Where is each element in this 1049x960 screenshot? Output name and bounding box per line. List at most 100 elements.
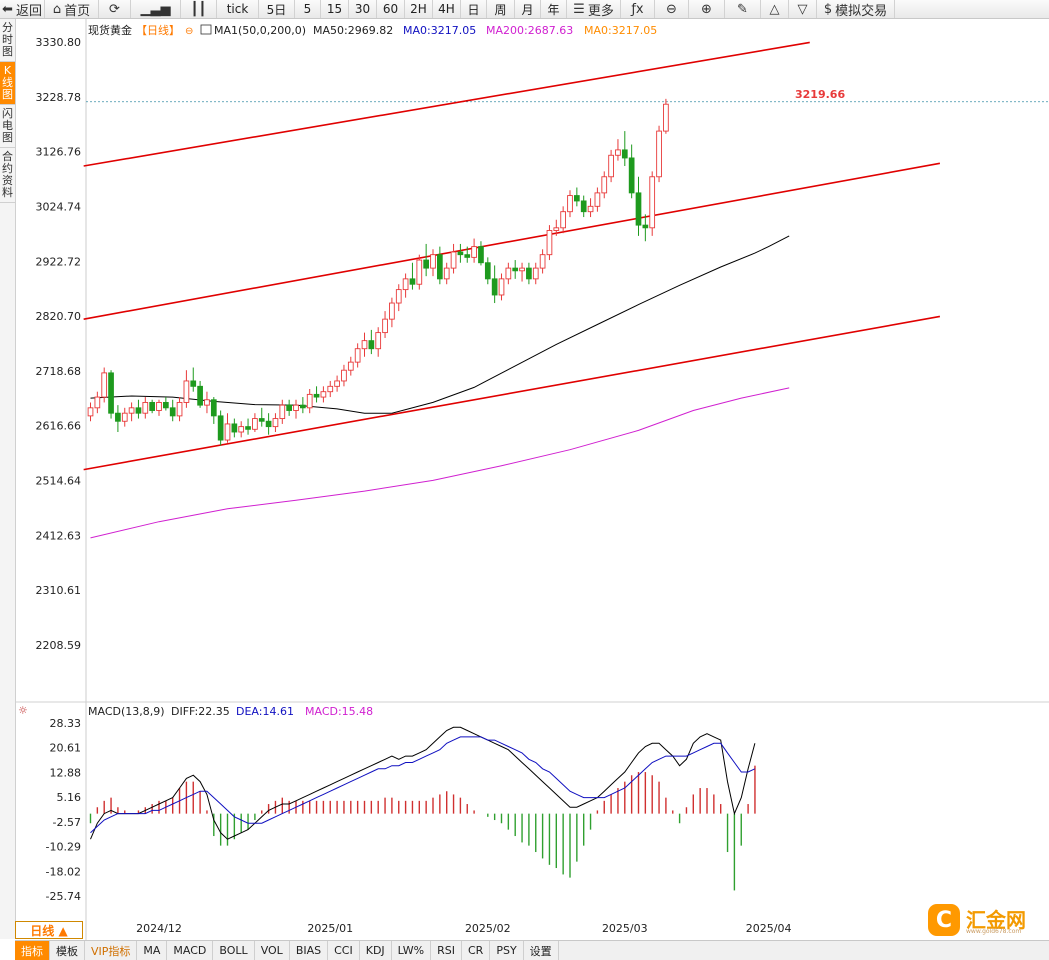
candle-body (519, 267, 525, 272)
indicator-tab-14[interactable]: 设置 (524, 941, 559, 960)
indicator-tab-7[interactable]: BIAS (290, 941, 329, 960)
period-60-button[interactable]: 60 (377, 0, 405, 18)
more-button[interactable]: ☰ 更多 (567, 0, 621, 19)
legend-dea: DEA:14.61 (236, 705, 294, 718)
period-selector[interactable]: 日线 ▲ (15, 921, 83, 939)
back-arrow-icon: ⬅ (2, 1, 13, 17)
settings-icon[interactable]: ⊖ (185, 26, 193, 37)
candle-body (115, 412, 121, 422)
period-4H-button[interactable]: 4H (433, 0, 461, 18)
toolbar-label: 15 (326, 2, 343, 16)
indicator-tab-3[interactable]: MA (137, 941, 168, 960)
indicator-tab-13[interactable]: PSY (490, 941, 524, 960)
candle-body (539, 254, 546, 269)
date-tick-label: 2025/02 (465, 922, 511, 935)
candle-body (526, 267, 532, 280)
candle-body (156, 401, 162, 411)
indicator-tab-11[interactable]: RSI (431, 941, 462, 960)
trend-line-1 (83, 162, 941, 320)
indicator-tab-1[interactable]: 模板 (50, 941, 85, 960)
period-周-button[interactable]: 周 (487, 0, 515, 18)
triangle-down-button[interactable]: ▽ (789, 0, 817, 18)
toolbar-label: 2H (410, 2, 427, 16)
legend-ma200: MA200:2687.63 (486, 24, 573, 37)
candle-body (532, 267, 539, 280)
zoom-out-button[interactable]: ⊖ (655, 0, 689, 18)
legend-ma0-a: MA0:3217.05 (403, 24, 476, 37)
sidebar-tab-3[interactable]: 合约资料 (0, 148, 15, 203)
toolbar-label: 年 (547, 2, 560, 17)
indicator-tab-8[interactable]: CCI (328, 941, 360, 960)
candlestick-button[interactable]: ┃┃ (181, 0, 217, 18)
indicator-tab-6[interactable]: VOL (255, 941, 290, 960)
candle-body (553, 227, 560, 231)
zoom-in-button[interactable]: ⊕ (689, 0, 725, 18)
logo-url: www.gold678.com (966, 928, 1022, 935)
diff-line (90, 726, 756, 840)
sidebar-tab-0[interactable]: 分时图 (0, 19, 15, 62)
dollar-button[interactable]: $ 模拟交易 (817, 0, 895, 19)
macd-tick-label: -25.74 (46, 890, 81, 903)
period-日-button[interactable]: 日 (461, 0, 487, 18)
indicator-tab-2[interactable]: VIP指标 (85, 941, 138, 960)
sidebar-tab-1[interactable]: K线图 (0, 62, 15, 105)
period-月-button[interactable]: 月 (515, 0, 541, 18)
indicator-tab-10[interactable]: LW% (392, 941, 432, 960)
candle-body (94, 396, 101, 409)
candle-body (341, 369, 347, 382)
draw-pen-button[interactable]: ✎ (725, 0, 761, 18)
price-tick-label: 2718.68 (36, 365, 82, 378)
candle-body (491, 278, 498, 296)
candle-body (382, 318, 388, 334)
period-5日-button[interactable]: 5日 (259, 0, 295, 18)
period-15-button[interactable]: 15 (321, 0, 349, 18)
bar-chart-button[interactable]: ▁▃▅ (131, 0, 181, 18)
price-tick-label: 2922.72 (36, 255, 82, 268)
refresh-button[interactable]: ⟳ (99, 0, 131, 18)
formula-button[interactable]: ƒx (621, 0, 655, 18)
triangle-up-button[interactable]: △ (761, 0, 789, 18)
candle-body (210, 399, 217, 417)
main-chart-grid (15, 18, 1049, 940)
legend-symbol: 现货黄金 (88, 23, 132, 37)
period-2H-button[interactable]: 2H (405, 0, 433, 18)
toolbar-label: 首页 (64, 3, 91, 19)
candle-body (334, 380, 340, 387)
back-arrow-button[interactable]: ⬅ 返回 (0, 0, 45, 19)
indicator-tab-9[interactable]: KDJ (360, 941, 392, 960)
candle-body (443, 267, 450, 280)
indicator-tab-bar: 指标 模板 VIP指标 MA MACD BOLL VOL BIAS CCI KDJ LW% RSI CR… (15, 940, 1049, 960)
triangle-down-icon: ▽ (797, 1, 808, 17)
legend-ma-label: MA1(50,0,200,0) (214, 24, 306, 37)
legend-period[interactable]: 【日线】 (136, 23, 180, 37)
price-tick-label: 2412.63 (36, 529, 82, 542)
toolbar-label: 30 (354, 2, 371, 16)
candle-body (108, 372, 114, 414)
indicator-tab-0[interactable]: 指标 (15, 941, 50, 960)
price-tick-label: 3126.76 (36, 146, 82, 159)
home-button[interactable]: ⌂ 首页 (45, 0, 99, 19)
sidebar-tab-2[interactable]: 闪电图 (0, 105, 15, 148)
period-tick-button[interactable]: tick (217, 0, 259, 18)
formula-icon: ƒx (631, 1, 644, 17)
candle-body (601, 176, 608, 194)
candle-body (615, 149, 621, 156)
dea-line (90, 736, 756, 834)
logo-icon: C (928, 904, 960, 936)
period-年-button[interactable]: 年 (541, 0, 567, 18)
candle-body (457, 251, 464, 256)
candle-body (608, 154, 614, 178)
legend-diff: DIFF:22.35 (171, 705, 230, 718)
period-5-button[interactable]: 5 (295, 0, 321, 18)
candle-body (375, 332, 382, 350)
period-30-button[interactable]: 30 (349, 0, 377, 18)
price-callout: 3219.66 (795, 88, 845, 101)
indicator-tab-4[interactable]: MACD (167, 941, 214, 960)
macd-settings-icon[interactable]: ☼ (18, 704, 28, 717)
macd-histogram (89, 765, 756, 891)
indicator-tab-5[interactable]: BOLL (213, 941, 255, 960)
candle-body (663, 103, 669, 132)
indicator-tab-12[interactable]: CR (462, 941, 491, 960)
date-tick-label: 2024/12 (136, 922, 182, 935)
